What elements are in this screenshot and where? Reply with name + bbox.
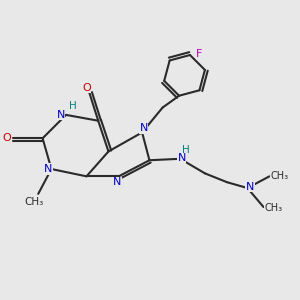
Text: N: N — [113, 177, 122, 187]
Text: F: F — [196, 50, 203, 59]
Text: O: O — [2, 133, 11, 143]
Text: CH₃: CH₃ — [24, 197, 44, 207]
Text: CH₃: CH₃ — [265, 203, 283, 213]
Text: H: H — [69, 101, 76, 111]
Text: H: H — [182, 145, 189, 155]
Text: N: N — [44, 164, 52, 174]
Text: CH₃: CH₃ — [271, 171, 289, 181]
Text: N: N — [246, 182, 254, 192]
Text: N: N — [177, 153, 186, 163]
Text: N: N — [140, 123, 148, 133]
Text: N: N — [57, 110, 65, 120]
Text: O: O — [82, 83, 91, 93]
